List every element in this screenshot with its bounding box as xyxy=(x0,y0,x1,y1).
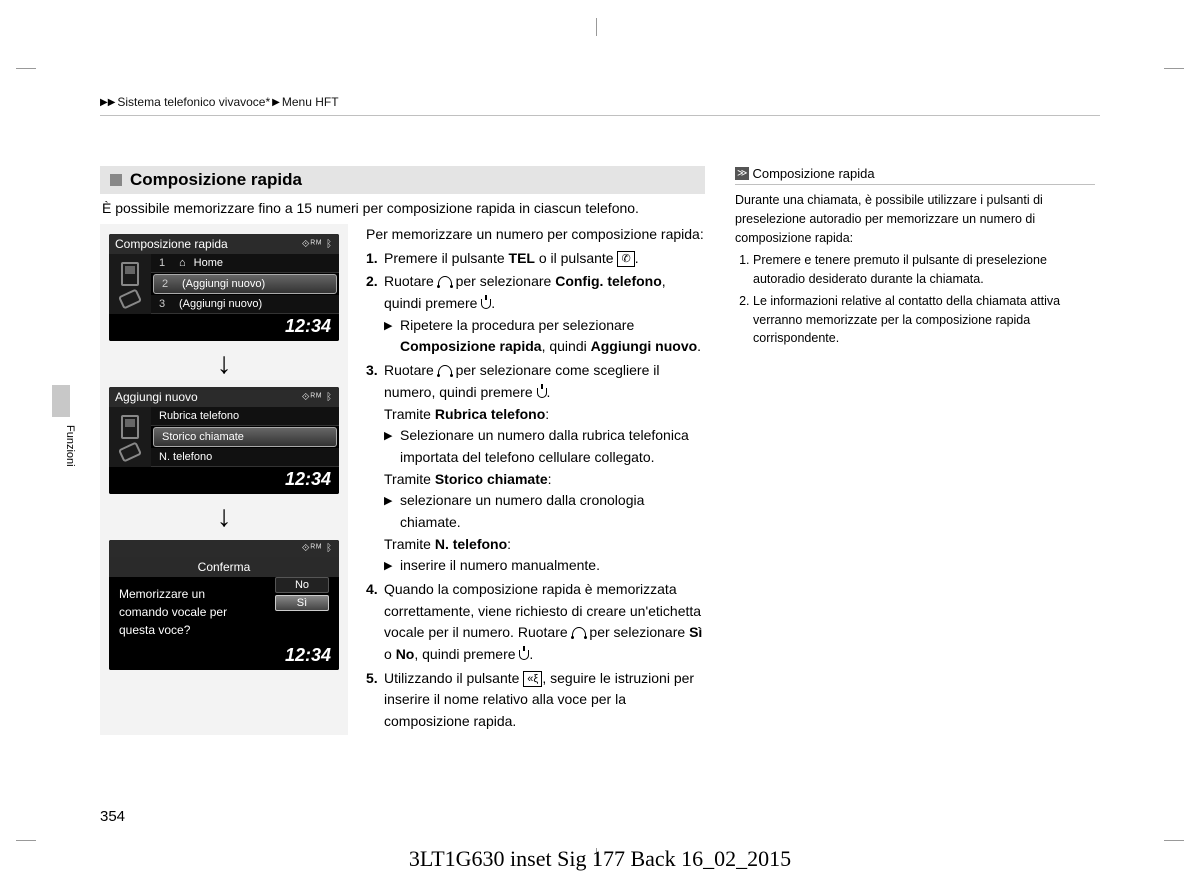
instructions: Per memorizzare un numero per composizio… xyxy=(366,224,705,735)
list-item: N. telefono xyxy=(151,448,339,467)
rotate-dial-icon xyxy=(572,627,586,637)
phone-icon xyxy=(121,262,139,286)
side-tab-label: Funzioni xyxy=(64,425,76,467)
section-title: Composizione rapida xyxy=(130,170,302,190)
crop-mark xyxy=(16,840,36,841)
play-icon: ▶ xyxy=(384,558,392,575)
method-2-sub: ▶selezionare un numero dalla cronologia … xyxy=(384,490,705,533)
rotate-dial-icon xyxy=(438,276,452,286)
page-number: 354 xyxy=(100,808,125,825)
confirm-message: Memorizzare un comando vocale per questa… xyxy=(109,577,265,643)
screen-title: Aggiungi nuovo xyxy=(115,390,198,404)
screen-side-icons xyxy=(109,254,151,314)
crop-mark xyxy=(1164,840,1184,841)
screen-2: Aggiungi nuovo ⟐ᴿᴹ ᛒ Rubrica telefono St… xyxy=(109,387,339,494)
status-icons: ⟐ᴿᴹ ᛒ xyxy=(302,392,333,403)
breadcrumb: ▶▶ Sistema telefonico vivavoce* ▶ Menu H… xyxy=(100,95,1100,116)
screen-subtitle: Conferma xyxy=(109,557,339,577)
push-dial-icon xyxy=(519,650,529,660)
screen-3: ⟐ᴿᴹ ᛒ Conferma Memorizzare un comando vo… xyxy=(109,540,339,670)
play-icon: ▶ xyxy=(384,318,392,335)
triangle-icon: ▶ xyxy=(272,97,280,108)
screen-title: Composizione rapida xyxy=(115,237,228,251)
step-2-sub: ▶Ripetere la procedura per selezionare C… xyxy=(384,315,705,358)
play-icon: ▶ xyxy=(384,493,392,510)
method-2: Tramite Storico chiamate: xyxy=(384,469,705,491)
crop-mark xyxy=(596,18,597,36)
section-heading: Composizione rapida xyxy=(100,166,705,194)
push-dial-icon xyxy=(537,388,547,398)
crop-mark xyxy=(16,68,36,69)
screen-1: Composizione rapida ⟐ᴿᴹ ᛒ 1⌂Home 2(Aggiu… xyxy=(109,234,339,341)
step-3: 3.Ruotare per selezionare come scegliere… xyxy=(366,360,705,577)
screen-clock: 12:34 xyxy=(109,643,339,670)
screen-clock: 12:34 xyxy=(109,314,339,341)
sidebar-column: ≫ Composizione rapida Durante una chiama… xyxy=(735,166,1095,735)
arrow-down-icon: ↓ xyxy=(217,349,232,379)
info-marker-icon: ≫ xyxy=(735,167,749,180)
sidebar-li-1: Premere e tenere premuto il pulsante di … xyxy=(753,251,1095,289)
screen-clock: 12:34 xyxy=(109,467,339,494)
crop-mark xyxy=(1164,68,1184,69)
side-tab xyxy=(52,385,70,417)
method-3: Tramite N. telefono: xyxy=(384,534,705,556)
play-icon: ▶ xyxy=(384,428,392,445)
list-item: 1⌂Home xyxy=(151,254,339,273)
screenshots-column: Composizione rapida ⟐ᴿᴹ ᛒ 1⌂Home 2(Aggiu… xyxy=(100,224,348,735)
lead-text: Per memorizzare un numero per composizio… xyxy=(366,224,705,246)
list-item-selected: 2(Aggiungi nuovo) xyxy=(153,274,337,294)
sidebar-body: Durante una chiamata, è possibile utiliz… xyxy=(735,191,1095,348)
wrench-icon xyxy=(118,288,142,309)
footer-signature: 3LT1G630 inset Sig 177 Back 16_02_2015 xyxy=(0,846,1200,872)
main-column: Composizione rapida È possibile memorizz… xyxy=(100,166,705,735)
step-4: 4.Quando la composizione rapida è memori… xyxy=(366,579,705,666)
home-icon: ⌂ xyxy=(179,257,186,269)
wrench-icon xyxy=(118,441,142,462)
page-content: Funzioni ▶▶ Sistema telefonico vivavoce*… xyxy=(100,95,1100,821)
arrow-down-icon: ↓ xyxy=(217,502,232,532)
status-icons: ⟐ᴿᴹ ᛒ xyxy=(302,543,333,554)
list-item: Rubrica telefono xyxy=(151,407,339,426)
step-5: 5.Utilizzando il pulsante «ξ, seguire le… xyxy=(366,668,705,733)
list-item-selected: Storico chiamate xyxy=(153,427,337,447)
method-1: Tramite Rubrica telefono: xyxy=(384,404,705,426)
talk-icon: «ξ xyxy=(523,671,542,687)
intro-text: È possibile memorizzare fino a 15 numeri… xyxy=(100,200,705,216)
breadcrumb-a: Sistema telefonico vivavoce* xyxy=(117,95,270,109)
phone-icon xyxy=(121,415,139,439)
method-3-sub: ▶inserire il numero manualmente. xyxy=(384,555,705,577)
sidebar-title: Composizione rapida xyxy=(752,166,874,181)
method-1-sub: ▶Selezionare un numero dalla rubrica tel… xyxy=(384,425,705,468)
breadcrumb-b: Menu HFT xyxy=(282,95,339,109)
si-button: Sì xyxy=(275,595,329,611)
status-icons: ⟐ᴿᴹ ᛒ xyxy=(302,239,333,250)
push-dial-icon xyxy=(481,299,491,309)
list-item: 3(Aggiungi nuovo) xyxy=(151,295,339,314)
pickup-icon: ✆ xyxy=(617,251,634,267)
screen-side-icons xyxy=(109,407,151,467)
sidebar-li-2: Le informazioni relative al contatto del… xyxy=(753,292,1095,348)
sidebar-heading: ≫ Composizione rapida xyxy=(735,166,1095,185)
rotate-dial-icon xyxy=(438,365,452,375)
triangle-icon: ▶▶ xyxy=(100,97,115,108)
square-bullet-icon xyxy=(110,174,122,186)
no-button: No xyxy=(275,577,329,593)
step-2: 2.Ruotare per selezionare Config. telefo… xyxy=(366,271,705,358)
step-1: 1.Premere il pulsante TEL o il pulsante … xyxy=(366,248,705,270)
sidebar-para: Durante una chiamata, è possibile utiliz… xyxy=(735,191,1095,247)
